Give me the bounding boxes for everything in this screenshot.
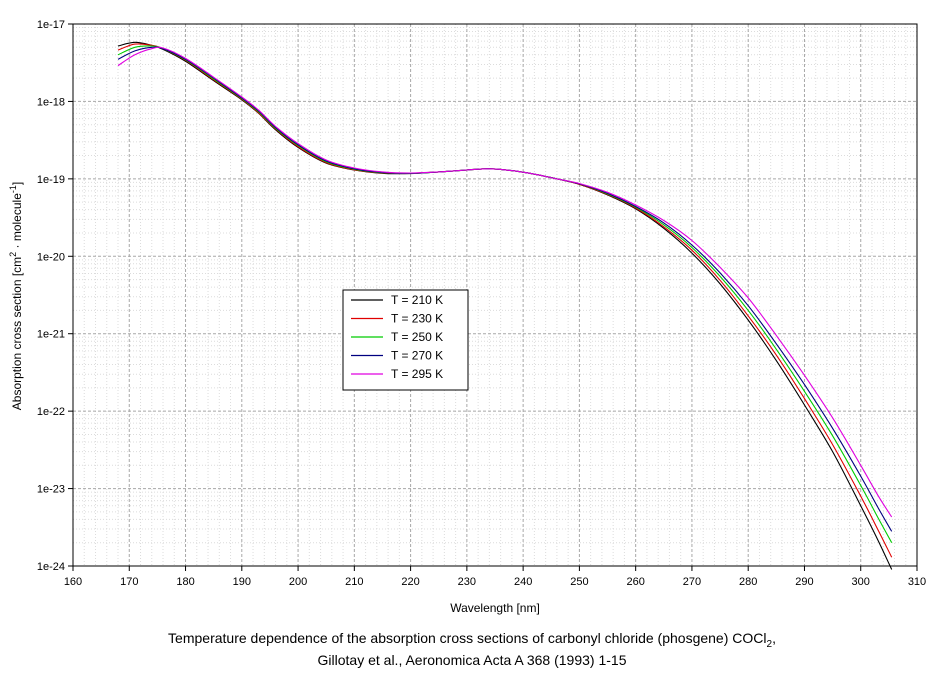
y-axis-label: Absorption cross section [cm2 · molecule… xyxy=(8,182,24,410)
x-tick-label: 290 xyxy=(795,576,813,588)
y-axis-ticks: 1e-24 1e-23 1e-22 1e-21 1e-20 1e-19 1e-18 1e-17 xyxy=(37,19,73,573)
caption-line-1: Temperature dependence of the absorption… xyxy=(0,630,944,650)
legend-entry: T = 230 K xyxy=(391,312,443,326)
caption-line-2: Gillotay et al., Aeronomica Acta A 368 (… xyxy=(317,652,627,668)
x-tick-label: 270 xyxy=(683,576,701,588)
y-tick-label: 1e-21 xyxy=(37,329,65,341)
series-layer xyxy=(117,41,893,570)
y-axis-label-sup2: -1 xyxy=(8,185,18,193)
x-tick-label: 310 xyxy=(908,576,926,588)
x-tick-label: 230 xyxy=(458,576,476,588)
x-tick-label: 280 xyxy=(739,576,757,588)
y-axis-label-main: Absorption cross section [cm xyxy=(10,257,24,410)
y-axis-label-end: ] xyxy=(10,182,24,185)
legend-box xyxy=(342,289,469,391)
legend-entry: T = 250 K xyxy=(391,330,443,344)
caption-line-1-main: Temperature dependence of the absorption… xyxy=(168,630,767,646)
y-axis-label-mid: · molecule xyxy=(10,193,24,252)
x-axis-ticks: 160 170 180 190 200 210 220 230 240 250 260 270 280 2… xyxy=(64,566,926,588)
x-tick-label: 210 xyxy=(345,576,363,588)
minor-grid xyxy=(73,24,917,566)
x-tick-label: 190 xyxy=(233,576,251,588)
x-tick-label: 240 xyxy=(514,576,532,588)
plot-frame xyxy=(72,23,918,567)
legend-entry: T = 295 K xyxy=(391,367,443,381)
y-tick-label: 1e-17 xyxy=(37,19,65,31)
legend-entry: T = 270 K xyxy=(391,349,443,363)
legend-entry: T = 210 K xyxy=(391,293,443,307)
caption-line-1-sub: 2 xyxy=(766,638,773,650)
y-tick-label: 1e-22 xyxy=(37,406,65,418)
y-axis-label-sup1: 2 xyxy=(8,252,18,257)
x-tick-label: 220 xyxy=(401,576,419,588)
x-tick-label: 170 xyxy=(120,576,138,588)
plot-area xyxy=(73,24,917,566)
x-tick-label: 180 xyxy=(176,576,194,588)
y-tick-label: 1e-19 xyxy=(37,174,65,186)
x-tick-label: 160 xyxy=(64,576,82,588)
y-tick-label: 1e-20 xyxy=(37,251,65,263)
x-tick-label: 300 xyxy=(852,576,870,588)
plot-background xyxy=(73,24,917,566)
x-tick-label: 200 xyxy=(289,576,307,588)
y-tick-label: 1e-18 xyxy=(37,96,65,108)
x-tick-label: 260 xyxy=(626,576,644,588)
legend: T = 210 K T = 230 K T = 250 K T = 270 K T = … xyxy=(342,289,469,391)
y-tick-label: 1e-24 xyxy=(37,561,65,573)
y-tick-label: 1e-23 xyxy=(37,484,65,496)
x-axis-label: Wavelength [nm] xyxy=(450,601,540,615)
plot-border xyxy=(72,23,918,567)
x-tick-label: 250 xyxy=(570,576,588,588)
caption-line-1-end: , xyxy=(772,630,776,646)
series-line-5 xyxy=(117,46,893,518)
